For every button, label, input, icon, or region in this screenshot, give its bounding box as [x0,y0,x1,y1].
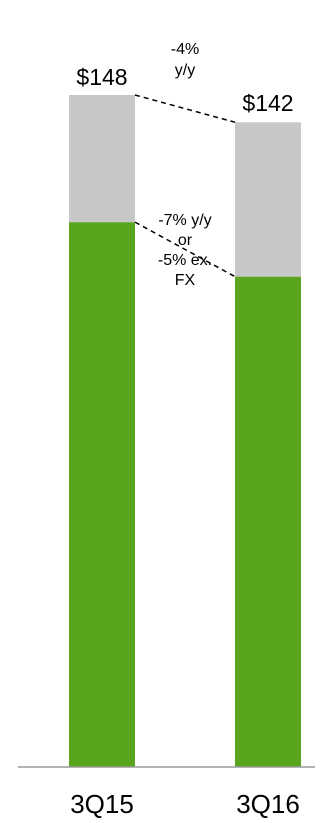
bar-3q16-segment-0 [235,276,301,767]
bars-group [69,95,301,767]
bar-3q16-segment-1 [235,122,301,277]
total-change-annotation-line-1: -4% [171,41,199,58]
x-tick-label-3q15: 3Q15 [70,789,134,819]
connector-lines [134,94,236,278]
total-label-3q15: $148 [76,64,127,90]
lower-change-annotation-line-1: -7% y/y [158,212,211,229]
bar-3q15-segment-0 [69,222,135,767]
lower-change-annotation-line-2: or [178,232,193,249]
connector-line-total [134,94,236,123]
total-label-3q16: $142 [242,90,293,116]
bar-3q15-segment-1 [69,95,135,223]
connector-line-lower [134,221,236,278]
total-change-annotation-line-2: y/y [175,62,195,79]
lower-change-annotation-line-3: -5% ex. [158,252,212,269]
lower-change-annotation-line-4: FX [175,272,196,289]
x-tick-label-3q16: 3Q16 [236,789,300,819]
